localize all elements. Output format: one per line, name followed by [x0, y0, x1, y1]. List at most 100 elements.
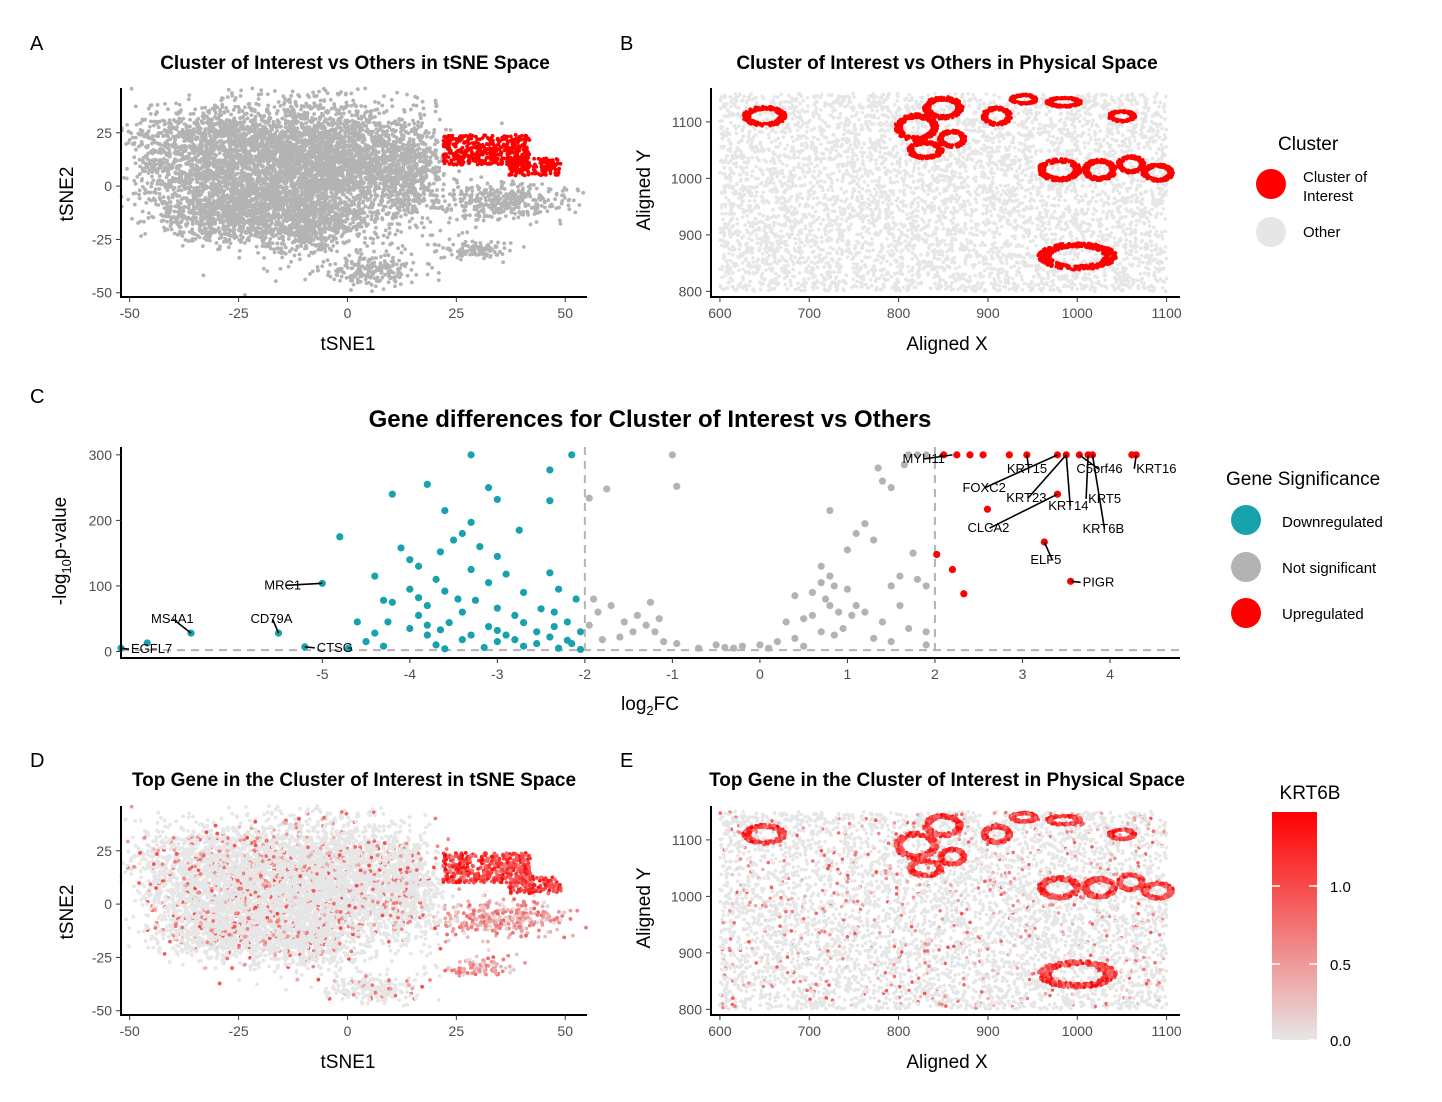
cell-point [260, 134, 264, 138]
cell-point [236, 167, 240, 171]
cell-point [224, 106, 228, 110]
cell-point [356, 205, 360, 209]
cell-point [203, 170, 207, 174]
cell-point [355, 228, 359, 232]
cell-point [126, 198, 130, 202]
cell-point [192, 146, 196, 150]
cell-point [313, 190, 317, 194]
cell-point [275, 189, 279, 193]
cell-point [215, 185, 219, 189]
cell-point [220, 105, 224, 109]
cell-point [177, 167, 181, 171]
cell-point [196, 117, 200, 121]
cell-point [197, 149, 201, 153]
cell-point [342, 111, 346, 115]
cell-point [322, 98, 326, 102]
cell-point [221, 166, 225, 170]
cell-point [128, 138, 132, 142]
cell-point [293, 167, 297, 171]
cell-point [291, 110, 295, 114]
cell-point [332, 103, 336, 107]
cell-point [319, 99, 323, 103]
cell-point [284, 121, 288, 125]
cell-point [242, 188, 246, 192]
cell-point [204, 143, 208, 147]
cell-point [385, 249, 389, 253]
cell-point [396, 229, 400, 233]
cell-point [143, 191, 147, 195]
cell-point [203, 176, 207, 180]
cell-point [251, 139, 255, 143]
cell-point [412, 138, 416, 142]
cell-point [366, 214, 370, 218]
cell-point [310, 116, 314, 120]
cell-point [349, 151, 353, 155]
cell-point [129, 131, 133, 135]
cell-point [242, 140, 246, 144]
cell-point [306, 105, 310, 109]
cell-point [189, 112, 193, 116]
cell-point [171, 162, 175, 166]
cell-point [210, 118, 214, 122]
cell-point [233, 105, 237, 109]
cell-point [268, 237, 272, 241]
cell-point [317, 121, 321, 125]
cell-point [151, 137, 155, 141]
cell-point [168, 118, 172, 122]
cell-point [237, 256, 241, 260]
cell-point [277, 175, 281, 179]
cell-point [218, 190, 222, 194]
cell-point [184, 149, 188, 153]
cell-point [455, 218, 459, 222]
cell-point [188, 139, 192, 143]
cell-point [294, 163, 298, 167]
cell-point [500, 121, 504, 125]
cell-point [479, 175, 483, 179]
cell-point [185, 128, 189, 132]
cell-point [346, 119, 350, 123]
cell-point [346, 169, 350, 173]
cell-point [328, 247, 332, 251]
cell-point [349, 92, 353, 96]
cell-point [335, 136, 339, 140]
cell-point [132, 179, 136, 183]
cell-point [220, 142, 224, 146]
cell-point [223, 170, 227, 174]
cell-point [138, 196, 142, 200]
cell-point [363, 124, 367, 128]
cell-point [314, 117, 318, 121]
cell-point [232, 116, 236, 120]
cell-point [291, 186, 295, 190]
cell-point [401, 244, 405, 248]
cell-point [298, 175, 302, 179]
cell-point [225, 118, 229, 122]
cell-point [230, 91, 234, 95]
cell-point [239, 125, 243, 129]
cell-point [257, 97, 261, 101]
cell-point [266, 104, 270, 108]
cell-point [351, 99, 355, 103]
cell-point [179, 145, 183, 149]
cell-point [370, 214, 374, 218]
cell-point [257, 124, 261, 128]
cell-point [365, 110, 369, 114]
cell-point [272, 120, 276, 124]
cell-point [221, 97, 225, 101]
cell-point [301, 123, 305, 127]
cell-point [184, 238, 188, 242]
cell-point [270, 141, 274, 145]
cell-point [344, 135, 348, 139]
cell-point [232, 128, 236, 132]
cell-point [276, 109, 280, 113]
cell-point [291, 90, 295, 94]
cell-point [226, 166, 230, 170]
cell-point [356, 194, 360, 198]
cell-point [166, 168, 170, 172]
cell-point [150, 175, 154, 179]
cell-point [167, 125, 171, 129]
cell-point [343, 140, 347, 144]
cell-point [130, 217, 134, 221]
cell-point [247, 106, 251, 110]
cell-point [158, 196, 162, 200]
